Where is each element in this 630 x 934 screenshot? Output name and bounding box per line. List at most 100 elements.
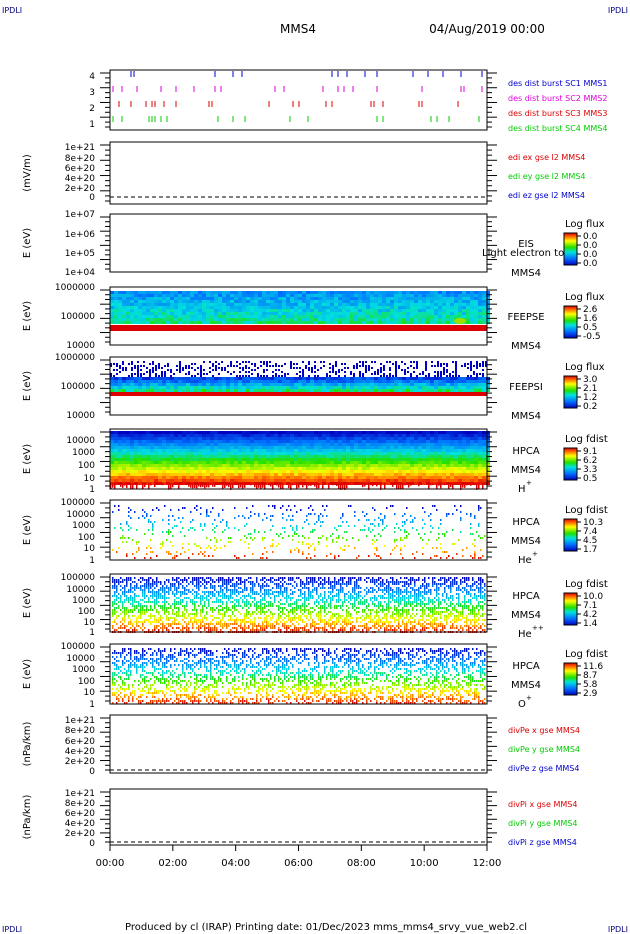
instrument-label: FEEPSI	[509, 382, 543, 393]
y-tick-label: 3	[89, 88, 95, 98]
y-tick-label: 8e+20	[65, 154, 96, 164]
x-tick-label: 10:00	[410, 858, 439, 869]
x-tick-label: 02:00	[158, 858, 187, 869]
instrument-label: EIS	[518, 239, 534, 250]
y-tick-label: 100000	[61, 382, 96, 392]
intensity-patch	[454, 318, 466, 324]
overlay-label: Light electron to	[482, 248, 564, 259]
spacecraft-label: MMS4	[511, 341, 541, 352]
panel-label: HPCA MMS4 H+	[511, 446, 541, 495]
x-tick-label: 04:00	[221, 858, 250, 869]
panel-label: FEEPSI MMS4	[509, 382, 543, 422]
colorbar-tick-label: 1.2	[583, 393, 597, 403]
legend-entry: divPe y gse MMS4	[508, 745, 580, 754]
spacecraft-label: MMS4	[511, 536, 541, 547]
colorbar-gradient	[563, 375, 578, 409]
colorbar-title: Log fdist	[565, 579, 608, 590]
spectrogram-6	[110, 431, 490, 490]
panel-frame	[109, 286, 488, 346]
y-tick-label: 10000	[66, 436, 95, 446]
y-tick-label: 0	[89, 767, 95, 777]
spacecraft-label: MMS4	[511, 411, 541, 422]
colorbar: Log fdist 9.16.23.30.5	[563, 434, 608, 484]
colorbar-title: Log flux	[565, 292, 605, 303]
colorbar-gradient	[563, 447, 578, 481]
colorbar: Log flux 3.02.11.20.2	[563, 362, 605, 412]
time-axis: 00:00 02:00 04:00 06:00 08:00 10:00 12:00	[96, 845, 502, 869]
colorbar-tick-label: 2.1	[583, 384, 597, 394]
spacecraft-label: MMS4	[511, 680, 541, 691]
y-axis-label: (mV/m)	[22, 154, 33, 192]
y-tick-label: 2e+20	[65, 184, 96, 194]
y-tick-label: 1000	[72, 448, 95, 458]
spectrogram-5	[110, 361, 490, 396]
legend-entry: edi ez gse l2 MMS4	[508, 191, 585, 200]
colorbar-gradient	[563, 232, 578, 266]
colorbar-tick-label: 6.2	[583, 456, 597, 466]
y-tick-label: 10000	[66, 341, 95, 351]
colorbar-title: Log fdist	[565, 434, 608, 445]
spectrogram-8	[112, 577, 486, 633]
legend-entry: des dist burst SC2 MMS2	[508, 94, 607, 103]
spectrogram-4	[110, 291, 490, 331]
y-tick-label: 10	[84, 474, 96, 484]
colorbar-tick-label: 1.6	[583, 314, 598, 324]
x-tick-label: 12:00	[473, 858, 502, 869]
colorbar-gradient	[563, 518, 578, 552]
y-tick-label: 1000000	[55, 283, 95, 293]
spectrogram-7	[112, 505, 486, 559]
instrument-label: HPCA	[512, 661, 540, 672]
legend: divPe x gse MMS4 divPe y gse MMS4 divPe z …	[508, 726, 580, 773]
colorbar-tick-label: 1.4	[583, 619, 598, 629]
y-axis-label: (nPa/km)	[22, 795, 33, 840]
y-ticks	[100, 646, 497, 702]
colorbar-tick-label: 0.0	[583, 232, 598, 242]
y-ticks	[100, 72, 497, 128]
y-tick-label: 10000	[66, 585, 95, 595]
y-tick-label: 100	[78, 677, 95, 687]
y-tick-label: 1000	[72, 665, 95, 675]
colorbar-title: Log fdist	[565, 649, 608, 660]
colorbar-tick-label: 5.8	[583, 680, 598, 690]
panel-5: 1000000 100000 10000 E (eV) FEEPSI MMS4 Log fl…	[22, 353, 605, 422]
colorbar-title: Log flux	[565, 219, 605, 230]
y-tick-label: 1e+07	[65, 210, 95, 220]
y-tick-label: 1	[89, 485, 95, 495]
species-charge: ++	[532, 624, 544, 632]
colorbar-gradient	[563, 305, 578, 339]
y-tick-label: 1e+06	[65, 230, 96, 240]
y-ticks	[100, 717, 497, 771]
spacecraft-label: MMS4	[511, 465, 541, 476]
y-tick-label: 100	[78, 533, 95, 543]
panel-3: 1e+07 1e+06 1e+05 1e+04 E (eV) EIS MMS4 Light e…	[22, 210, 605, 279]
y-axis-label: E (eV)	[22, 371, 33, 401]
y-ticks	[100, 216, 497, 270]
panel-label: HPCA MMS4 He+	[511, 517, 541, 566]
species-label: He	[518, 629, 532, 640]
burst-flags	[112, 71, 483, 122]
colorbar-tick-label: 4.5	[583, 536, 597, 546]
y-tick-label: 1	[89, 628, 95, 638]
species-charge: +	[526, 479, 532, 487]
y-ticks	[100, 576, 497, 630]
y-tick-label: 4e+20	[65, 174, 96, 184]
y-ticks	[100, 289, 497, 343]
y-tick-label: 1e+21	[65, 143, 95, 153]
panel-label: EIS MMS4 Light electron to	[482, 239, 564, 279]
y-tick-label: 100000	[61, 312, 96, 322]
y-tick-label: 2	[89, 104, 95, 114]
y-tick-label: 10000	[66, 411, 95, 421]
y-tick-label: 2e+20	[65, 757, 96, 767]
spectrogram-9	[112, 648, 486, 704]
panel-frame	[109, 499, 488, 561]
y-tick-label: 100	[78, 461, 95, 471]
low-energy-band	[110, 392, 487, 396]
y-tick-label: 1000000	[55, 353, 95, 363]
legend-entry: divPi x gse MMS4	[508, 800, 577, 809]
y-tick-label: 0	[89, 839, 95, 849]
y-tick-label: 100000	[61, 498, 96, 508]
legend-entry: des dist burst SC1 MMS1	[508, 79, 607, 88]
